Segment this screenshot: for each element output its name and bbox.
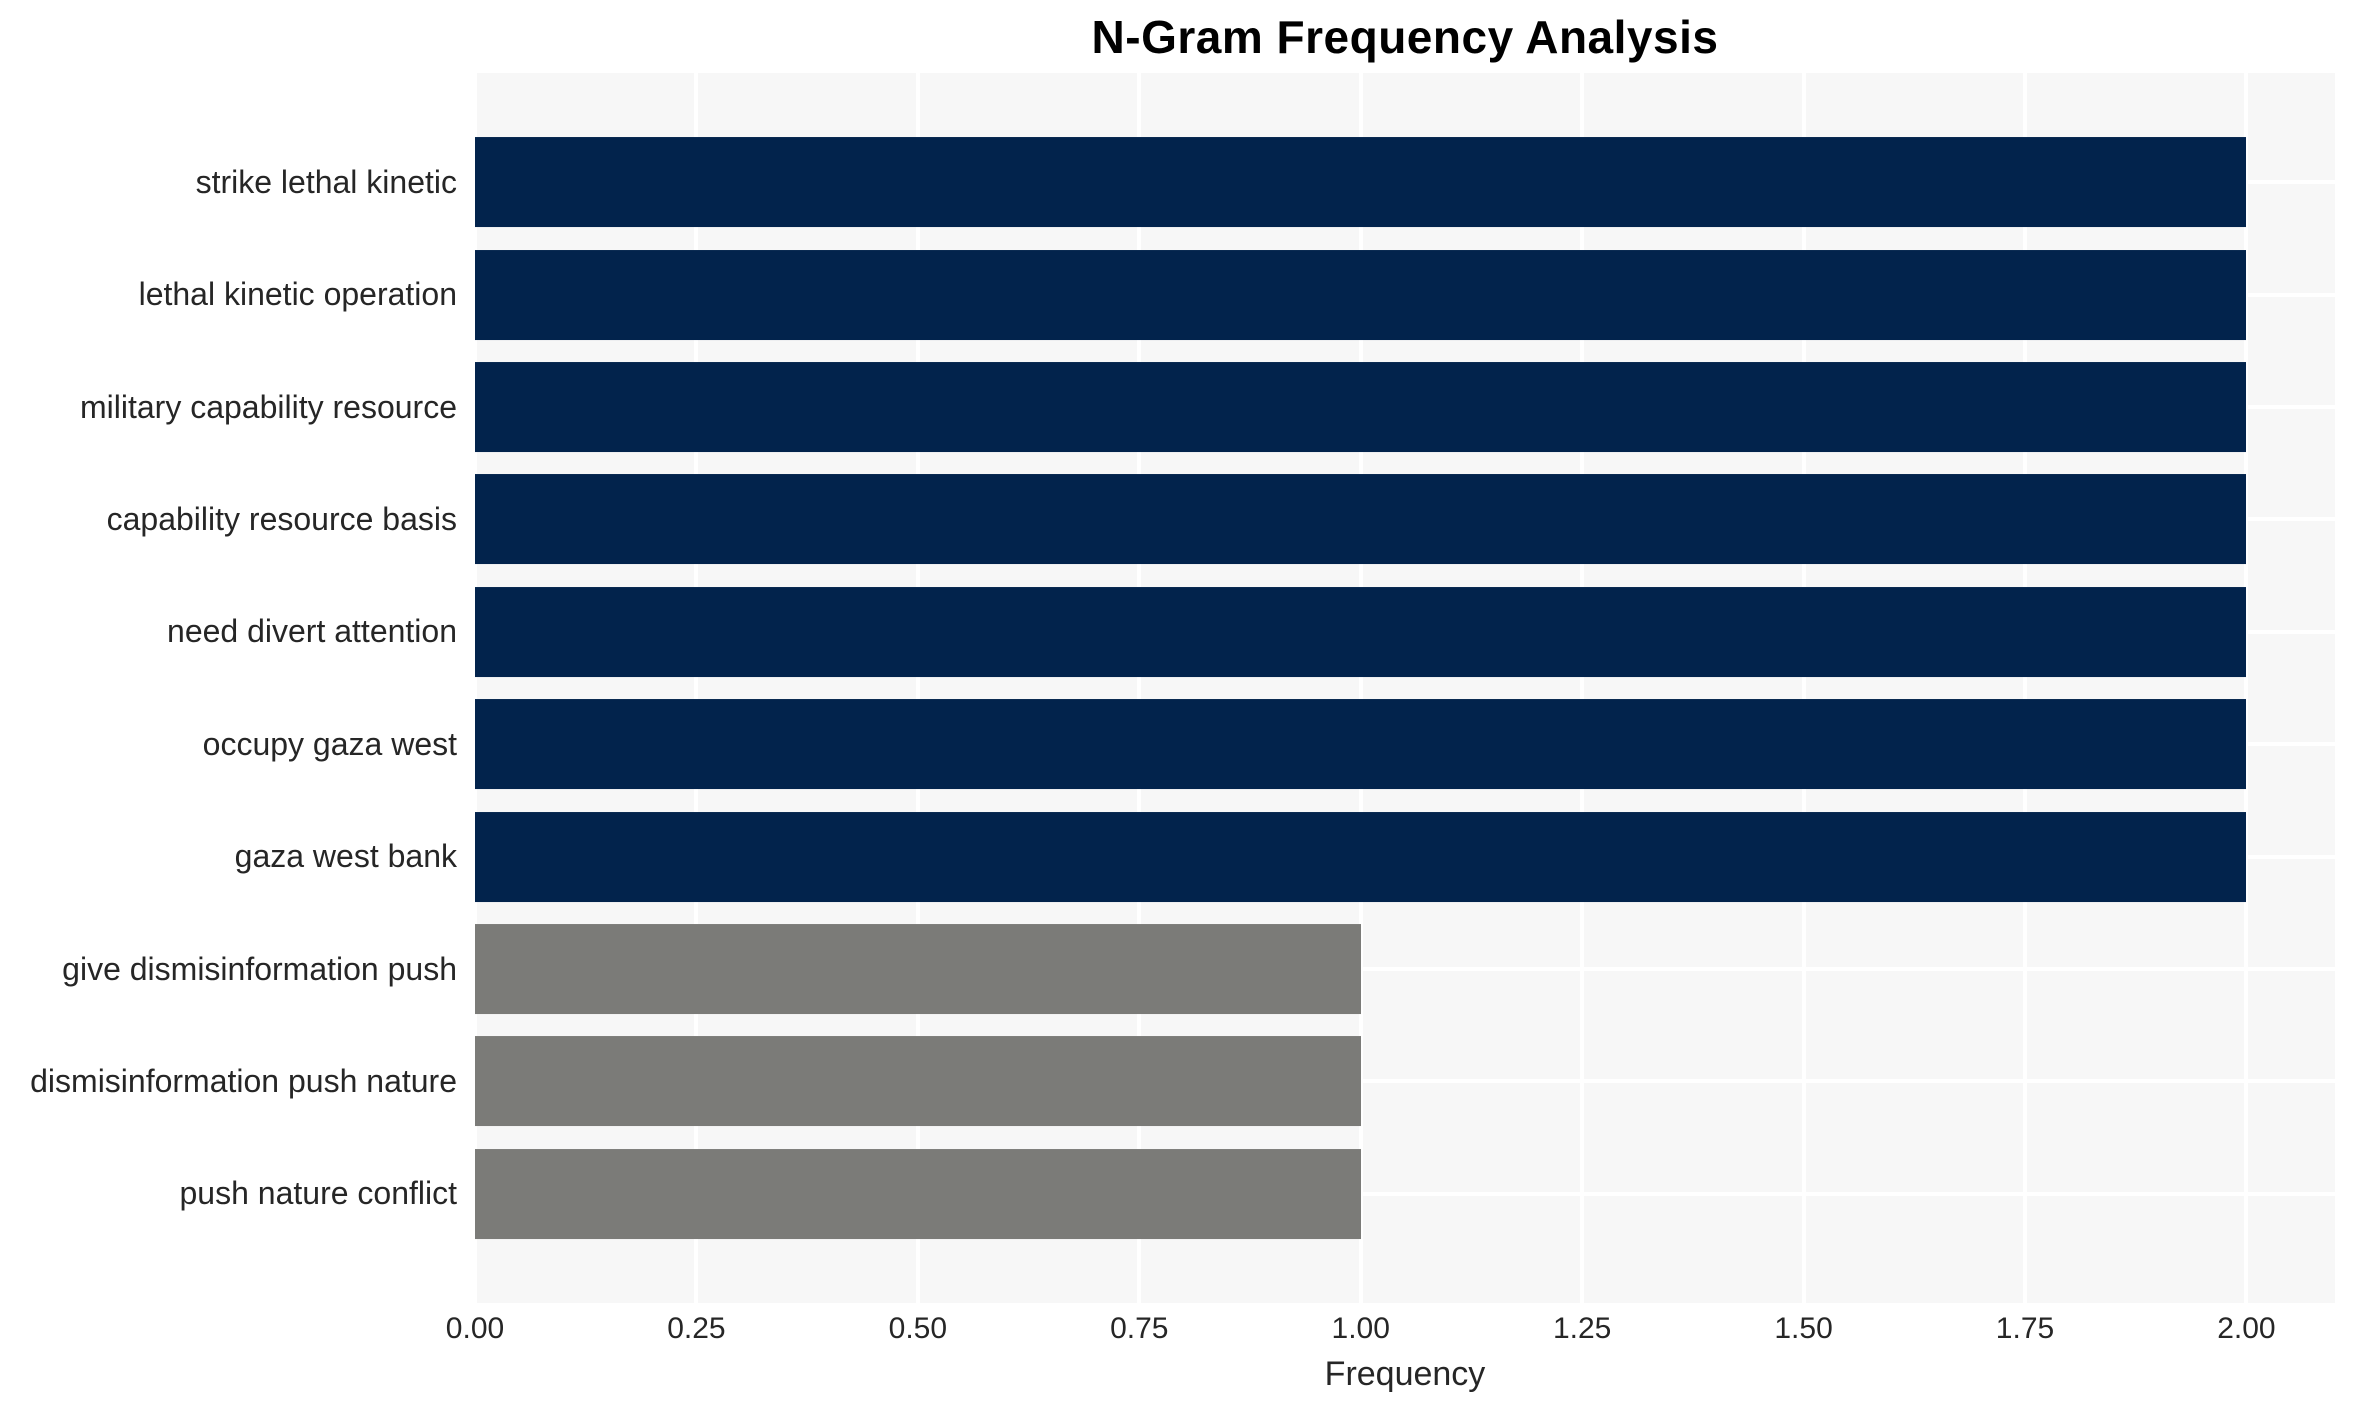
x-tick-1.25: 1.25 [1552,1312,1612,1345]
bar-row-1 [475,238,2335,350]
x-axis-tick-labels: 0.00 0.25 0.50 0.75 1.00 1.25 1.50 1.75 2.00 [446,1312,2335,1354]
y-label-2: military capability resource [79,388,457,425]
bar-8 [475,1036,1361,1127]
bar-2 [475,362,2247,452]
y-label-9: push nature conflict [179,1175,458,1212]
bar-6 [475,811,2247,902]
bar-4 [475,586,2247,677]
bar-row-9 [475,1138,2335,1250]
bar-9 [475,1148,1361,1239]
vertical-gridline-1.25 [1580,73,1585,1303]
vertical-gridline-0.00 [473,73,477,1303]
horizontal-gridline-8 [475,1079,2335,1084]
bar-row-5 [475,688,2335,800]
chart-title: N-Gram Frequency Analysis [1091,11,1719,63]
horizontal-gridline-7 [475,967,2335,972]
x-tick-2.00: 2.00 [2217,1312,2276,1345]
x-tick-0.50: 0.50 [888,1312,948,1345]
x-tick-1.75: 1.75 [1995,1312,2055,1345]
y-label-1: lethal kinetic operation [138,276,457,313]
y-axis-category-labels: strike lethal kinetic lethal kinetic oper… [0,73,475,1303]
vertical-gridline-1.00 [1358,73,1363,1303]
y-label-4: need divert attention [167,613,457,650]
bar-row-4 [475,576,2335,688]
x-tick-1.00: 1.00 [1331,1312,1390,1345]
bar-row-7 [475,913,2335,1025]
bar-rows [475,73,2335,1303]
bar-5 [475,699,2247,790]
vertical-gridline-0.25 [694,73,699,1303]
y-label-5: occupy gaza west [202,725,457,762]
x-tick-0.25: 0.25 [667,1312,726,1345]
bar-7 [475,924,1361,1015]
x-axis-label: Frequency [1324,1355,1486,1393]
y-label-6: gaza west bank [234,838,457,875]
plot-area [473,73,2335,1303]
y-label-8: dismisinformation push nature [30,1062,457,1099]
chart-area: strike lethal kinetic lethal kinetic oper… [0,73,2354,1303]
y-label-7: give dismisinformation push [62,950,457,987]
bar-1 [475,249,2247,340]
bar-3 [475,474,2247,565]
horizontal-gridline-9 [475,1191,2335,1196]
bar-row-2 [475,351,2335,463]
bar-0 [475,137,2247,228]
x-tick-0.00: 0.00 [445,1312,505,1345]
bar-row-6 [475,800,2335,912]
vertical-gridline-1.75 [2023,73,2027,1303]
bar-row-0 [475,126,2335,238]
vertical-gridline-0.50 [915,73,920,1303]
vertical-gridline-2.00 [2244,73,2249,1303]
bar-row-3 [475,463,2335,575]
bar-row-8 [475,1025,2335,1137]
vertical-gridline-0.75 [1137,73,1142,1303]
y-label-0: strike lethal kinetic [195,163,457,200]
y-label-3: capability resource basis [106,500,457,537]
x-tick-1.50: 1.50 [1774,1312,1833,1345]
x-tick-0.75: 0.75 [1110,1312,1169,1345]
vertical-gridline-1.50 [1801,73,1806,1303]
